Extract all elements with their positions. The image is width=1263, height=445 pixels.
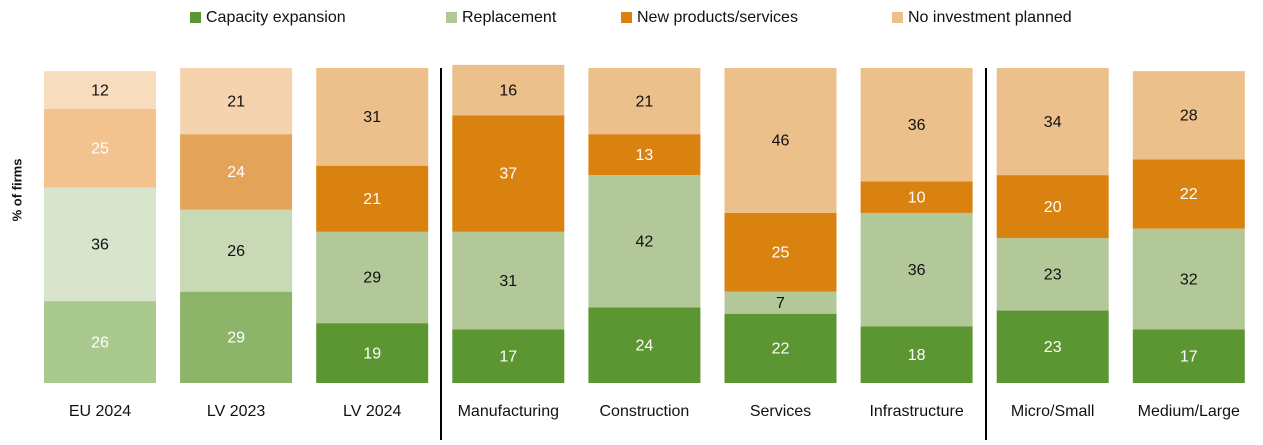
data-label: 46 — [772, 133, 790, 150]
legend-swatch — [190, 12, 201, 23]
data-label: 25 — [772, 244, 790, 261]
legend-label: No investment planned — [908, 9, 1072, 26]
data-label: 12 — [91, 82, 109, 99]
data-label: 34 — [1044, 114, 1062, 131]
legend-label: Replacement — [462, 9, 557, 26]
bar-segment — [180, 68, 293, 135]
bar-segment — [724, 68, 837, 213]
bar-segment — [588, 307, 701, 383]
bar-segment — [452, 115, 565, 232]
data-label: 13 — [636, 147, 654, 164]
data-label: 36 — [908, 262, 926, 279]
bar-segment — [452, 231, 565, 330]
data-label: 26 — [227, 243, 245, 260]
data-label: 37 — [499, 166, 517, 183]
data-label: 16 — [499, 82, 517, 99]
bar-segment — [588, 68, 701, 135]
data-label: 22 — [772, 341, 790, 358]
bar-segment — [860, 326, 973, 383]
x-tick-label: Construction — [599, 403, 689, 420]
bar-segment — [452, 64, 565, 116]
bar-segment — [44, 71, 156, 109]
bar-segment — [724, 212, 837, 292]
x-tick-label: LV 2023 — [207, 403, 266, 420]
legend-label: New products/services — [637, 9, 798, 26]
data-label: 10 — [908, 189, 926, 206]
bar-segment — [44, 108, 156, 188]
bar-segment — [860, 68, 973, 182]
bar-segment — [996, 310, 1109, 383]
bar-segment — [996, 175, 1109, 239]
data-label: 36 — [908, 117, 926, 134]
data-label: 21 — [363, 191, 381, 208]
data-label: 22 — [1180, 186, 1198, 203]
bar-segment — [588, 175, 701, 308]
bar-segment — [860, 181, 973, 213]
data-label: 25 — [91, 141, 109, 158]
data-label: 24 — [227, 164, 245, 181]
data-label: 23 — [1044, 267, 1062, 284]
data-label: 42 — [636, 233, 654, 250]
legend-swatch — [892, 12, 903, 23]
bar-segment — [44, 187, 156, 302]
data-label: 17 — [1180, 348, 1198, 365]
bar-segment — [180, 134, 293, 210]
data-label: 32 — [1180, 271, 1198, 288]
bar-segment — [316, 165, 429, 232]
data-label: 26 — [91, 334, 109, 351]
y-axis-label: % of firms — [9, 159, 24, 222]
x-tick-label: EU 2024 — [69, 403, 131, 420]
data-label: 18 — [908, 347, 926, 364]
data-label: 7 — [776, 295, 785, 312]
x-tick-label: Services — [750, 403, 811, 420]
bar-segment — [316, 323, 429, 383]
data-label: 21 — [636, 93, 654, 110]
bar-segment — [316, 68, 429, 166]
bar-segment — [452, 329, 565, 383]
bar-segment — [724, 291, 837, 314]
bar-segment — [44, 301, 156, 383]
bar-segment — [1132, 71, 1245, 160]
bar-segment — [180, 209, 293, 292]
data-label: 17 — [499, 348, 517, 365]
x-tick-label: Infrastructure — [869, 403, 963, 420]
bar-segment — [1132, 159, 1245, 229]
data-label: 21 — [227, 93, 245, 110]
data-label: 20 — [1044, 199, 1062, 216]
data-label: 19 — [363, 345, 381, 362]
data-label: 36 — [91, 237, 109, 254]
bar-segment — [180, 291, 293, 383]
data-label: 31 — [499, 273, 517, 290]
data-label: 28 — [1180, 107, 1198, 124]
data-label: 31 — [363, 109, 381, 126]
x-tick-label: LV 2024 — [343, 403, 402, 420]
x-tick-label: Medium/Large — [1138, 403, 1240, 420]
legend-swatch — [621, 12, 632, 23]
bar-segment — [1132, 329, 1245, 383]
bar-segment — [996, 238, 1109, 311]
data-label: 24 — [636, 337, 654, 354]
bar-segment — [316, 231, 429, 324]
bar-segment — [860, 212, 973, 327]
bar-segment — [996, 68, 1109, 176]
bar-segment — [1132, 228, 1245, 330]
data-label: 29 — [363, 270, 381, 287]
legend-swatch — [446, 12, 457, 23]
x-tick-label: Manufacturing — [458, 403, 559, 420]
bar-segment — [588, 134, 701, 176]
data-label: 29 — [227, 330, 245, 347]
data-label: 23 — [1044, 339, 1062, 356]
bar-segment — [724, 313, 837, 383]
legend-label: Capacity expansion — [206, 9, 346, 26]
x-tick-label: Micro/Small — [1011, 403, 1095, 420]
